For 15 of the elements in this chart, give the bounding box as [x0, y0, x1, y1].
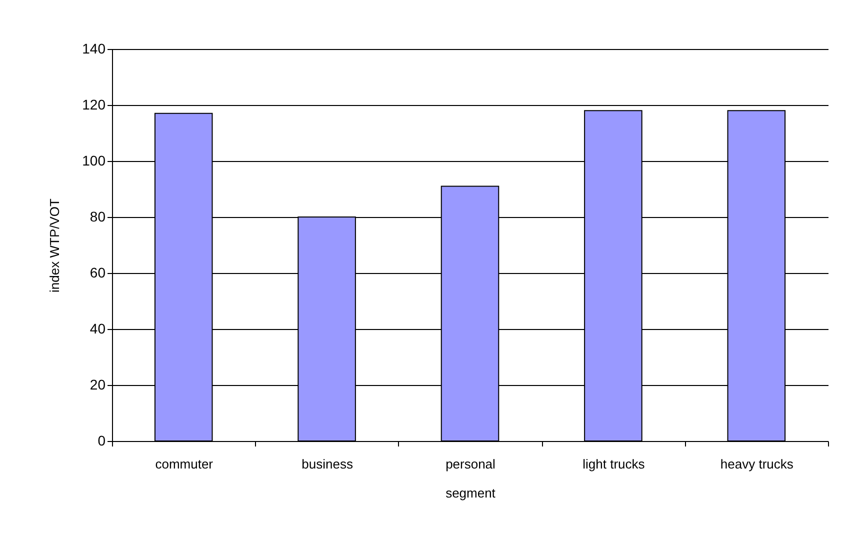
y-tick-label: 80	[90, 208, 106, 224]
y-tick-label: 140	[82, 40, 106, 56]
y-tick-label: 0	[98, 432, 106, 448]
y-tick-label: 120	[82, 96, 106, 112]
x-axis-title: segment	[446, 486, 496, 500]
y-tick-label: 100	[82, 152, 106, 168]
x-tick-label: personal	[446, 456, 496, 472]
y-tick-label: 60	[90, 264, 106, 280]
x-tick-label: commuter	[155, 456, 214, 472]
y-axis-title: index WTP/VOT	[47, 198, 62, 292]
x-tick-label: heavy trucks	[720, 456, 794, 472]
y-tick-label: 40	[90, 320, 106, 336]
x-tick-label: light trucks	[582, 456, 646, 472]
y-tick-label: 20	[90, 376, 106, 392]
x-tick-label: business	[302, 456, 354, 472]
